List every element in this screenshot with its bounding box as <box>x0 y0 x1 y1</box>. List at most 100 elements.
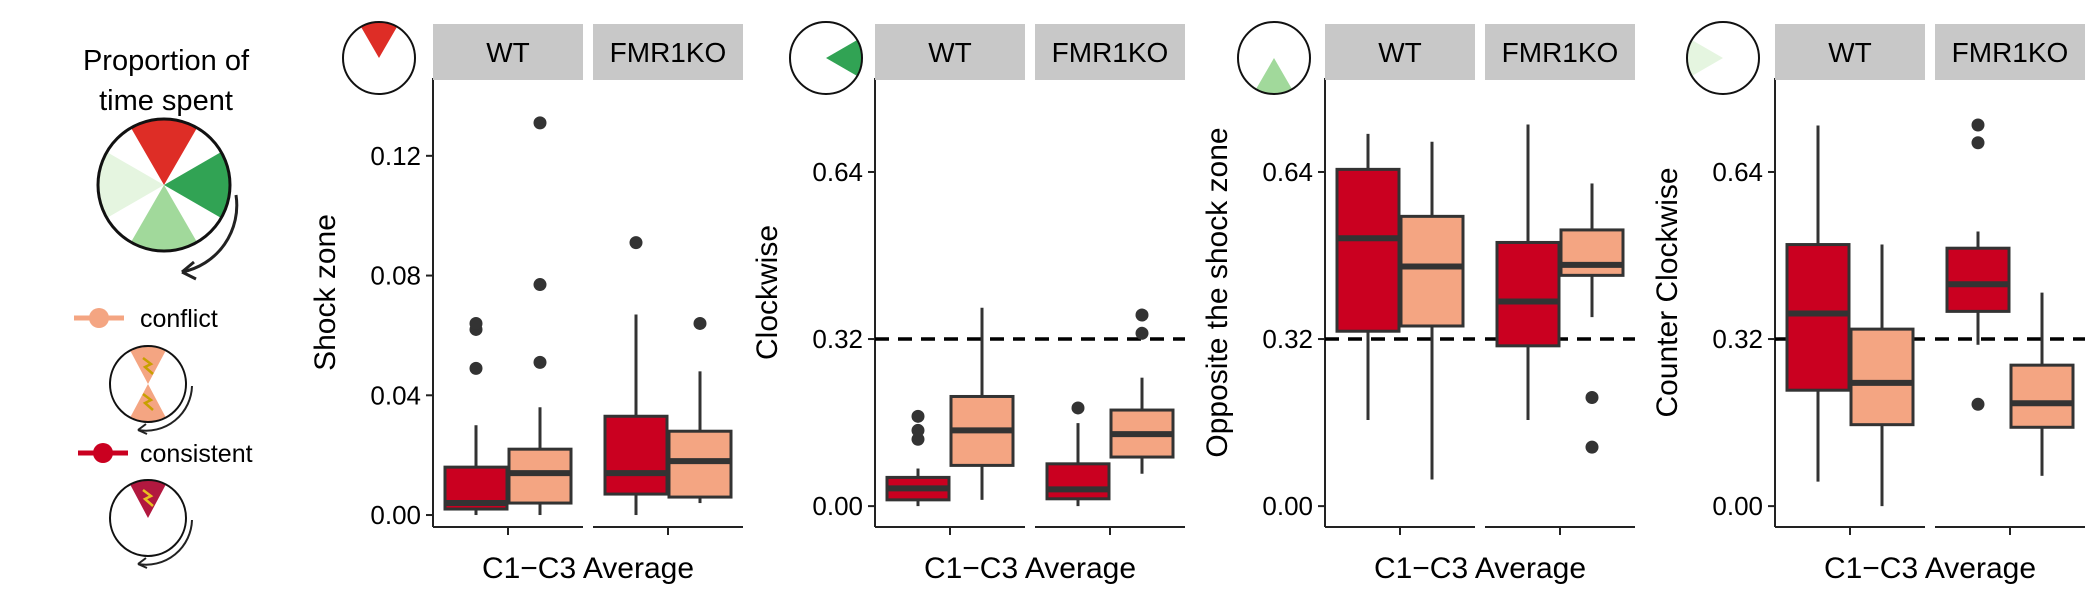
box-conflict <box>667 316 733 504</box>
outlier-point <box>1135 308 1149 322</box>
facet-strip <box>1935 24 2085 80</box>
conflict-legend-label: conflict <box>140 305 218 333</box>
y-tick-label: 0.32 <box>1262 324 1313 354</box>
facet-wt: WT <box>1775 24 1925 535</box>
y-tick-label: 0.00 <box>1262 491 1313 521</box>
x-axis-label: C1−C3 Average <box>924 552 1136 585</box>
panel-2: 0.00 0.32 0.64 Clockwise C1−C3 Average WT FMR1… <box>751 21 1185 585</box>
facet-strip-label: WT <box>486 37 530 68</box>
x-axis-label: C1−C3 Average <box>1824 552 2036 585</box>
box-consistent <box>1045 401 1111 507</box>
facet-strip <box>1035 24 1185 80</box>
facet-strip-label: FMR1KO <box>610 37 727 68</box>
box-consistent <box>1335 133 1401 420</box>
box-conflict <box>1109 308 1175 474</box>
facet-strip-label: FMR1KO <box>1502 37 1619 68</box>
outlier-point <box>1971 397 1985 411</box>
facet-strip <box>875 24 1025 80</box>
y-tick-label: 0.64 <box>1712 157 1763 187</box>
box-consistent <box>885 409 951 507</box>
box-iqr <box>1495 240 1561 348</box>
conflict-arena-icon <box>109 345 193 435</box>
outlier-point <box>1135 326 1149 340</box>
box-consistent <box>1945 118 2011 411</box>
rotation-arrow-icon <box>181 194 239 274</box>
outlier-point <box>911 423 925 437</box>
zone-sector-icon <box>826 40 863 76</box>
zone-sector-icon <box>361 22 397 58</box>
box-consistent <box>603 236 669 516</box>
y-axis-label: Opposite the shock zone <box>1201 127 1234 457</box>
outlier-point <box>533 278 547 292</box>
box-iqr <box>1785 243 1851 392</box>
consistent-legend-dot <box>93 443 113 463</box>
x-axis-label: C1−C3 Average <box>1374 552 1586 585</box>
outlier-point <box>533 116 547 130</box>
shock-zone-sector <box>131 118 197 185</box>
outlier-point <box>629 236 643 250</box>
y-axis-label: Shock zone <box>309 214 342 371</box>
facet-strip-label: FMR1KO <box>1952 37 2069 68</box>
consistent-legend-label: consistent <box>140 440 253 468</box>
facet-wt: WT <box>433 24 583 535</box>
y-tick-label: 0.12 <box>370 141 421 171</box>
legend-title-line-2: time spent <box>99 85 233 117</box>
box-conflict <box>507 116 573 516</box>
facet-strip <box>1485 24 1635 80</box>
conflict-legend-dot <box>89 308 109 328</box>
y-tick-label: 0.04 <box>370 380 421 410</box>
outlier-point <box>693 316 707 330</box>
arena-zones-icon <box>96 117 232 253</box>
facet-strip-label: FMR1KO <box>1052 37 1169 68</box>
counter-clockwise-sector <box>98 152 164 218</box>
y-axis-label: Counter Clockwise <box>1651 167 1684 417</box>
outlier-point <box>1585 440 1599 454</box>
y-tick-label: 0.32 <box>1712 324 1763 354</box>
outlier-point <box>1971 136 1985 150</box>
y-tick-label: 0.32 <box>812 324 863 354</box>
opposite-sector <box>131 185 197 251</box>
rotation-arrowhead-icon <box>181 260 197 281</box>
box-iqr <box>1849 327 1915 427</box>
facet-strip-label: WT <box>1828 37 1872 68</box>
box-iqr <box>1559 228 1625 277</box>
box-conflict <box>1849 244 1915 507</box>
box-conflict <box>1399 141 1465 480</box>
clockwise-sector <box>164 152 230 218</box>
facet-wt: WT <box>1325 24 1475 535</box>
box-iqr <box>1335 167 1401 333</box>
outlier-point <box>1071 401 1085 415</box>
facet-strip <box>1775 24 1925 80</box>
x-axis-label: C1−C3 Average <box>482 552 694 585</box>
legend-title-line-1: Proportion of <box>83 45 250 77</box>
box-consistent <box>1785 125 1851 482</box>
y-tick-label: 0.00 <box>370 500 421 530</box>
box-conflict <box>2009 292 2075 476</box>
facet-strip <box>1325 24 1475 80</box>
box-iqr <box>2009 363 2075 429</box>
facet-strip <box>593 24 743 80</box>
box-iqr <box>1045 462 1111 501</box>
panel-3: 0.00 0.32 0.64 Opposite the shock zone C1−C3… <box>1201 21 1635 585</box>
outlier-point <box>911 409 925 423</box>
facet-strip <box>433 24 583 80</box>
y-tick-label: 0.64 <box>812 157 863 187</box>
facet-fmr1ko: FMR1KO <box>1485 24 1635 535</box>
y-tick-label: 0.64 <box>1262 157 1313 187</box>
panel-1: 0.00 0.04 0.08 0.12 Shock zone C1−C3 Average W… <box>309 21 743 585</box>
facet-fmr1ko: FMR1KO <box>593 24 743 535</box>
zone-sector-icon <box>1687 40 1723 76</box>
panels: 0.00 0.04 0.08 0.12 Shock zone C1−C3 Average W… <box>309 21 2085 585</box>
facet-fmr1ko: FMR1KO <box>1935 24 2085 535</box>
outlier-point <box>1585 391 1599 405</box>
y-tick-label: 0.08 <box>370 261 421 291</box>
y-tick-label: 0.00 <box>1712 491 1763 521</box>
y-tick-label: 0.00 <box>812 491 863 521</box>
facet-fmr1ko: FMR1KO <box>1035 24 1185 535</box>
outlier-point <box>469 316 483 330</box>
box-iqr <box>1945 246 2011 313</box>
zone-sector-icon <box>1256 58 1292 95</box>
consistent-arena-icon <box>109 479 193 569</box>
y-axis-label: Clockwise <box>751 225 784 360</box>
